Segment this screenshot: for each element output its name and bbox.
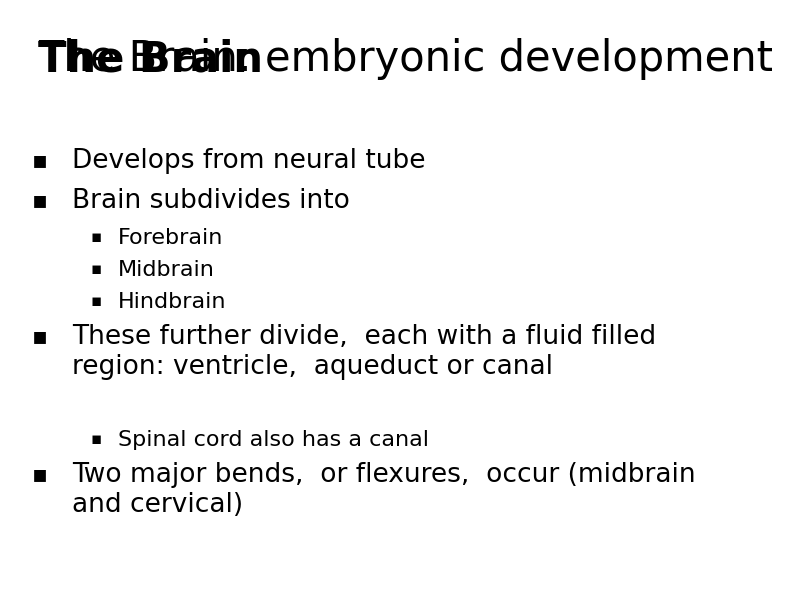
Text: Spinal cord also has a canal: Spinal cord also has a canal [118, 430, 429, 450]
Text: Two major bends,  or flexures,  occur (midbrain
and cervical): Two major bends, or flexures, occur (mid… [72, 462, 696, 518]
Text: ▪: ▪ [32, 324, 48, 348]
Text: The Brain: The Brain [38, 38, 263, 80]
Text: ▪: ▪ [32, 188, 48, 212]
Text: Hindbrain: Hindbrain [118, 292, 226, 312]
Text: Midbrain: Midbrain [118, 260, 215, 280]
Text: Develops from neural tube: Develops from neural tube [72, 148, 426, 174]
Text: Forebrain: Forebrain [118, 228, 223, 248]
Text: ▪: ▪ [90, 228, 102, 246]
Text: ▪: ▪ [90, 430, 102, 448]
Text: The Brain: embryonic development: The Brain: embryonic development [38, 38, 773, 80]
Text: Brain subdivides into: Brain subdivides into [72, 188, 350, 214]
Text: ▪: ▪ [32, 462, 48, 486]
Text: ▪: ▪ [90, 292, 102, 310]
Text: These further divide,  each with a fluid filled
region: ventricle,  aqueduct or : These further divide, each with a fluid … [72, 324, 656, 380]
Text: ▪: ▪ [32, 148, 48, 172]
Text: ▪: ▪ [90, 260, 102, 278]
